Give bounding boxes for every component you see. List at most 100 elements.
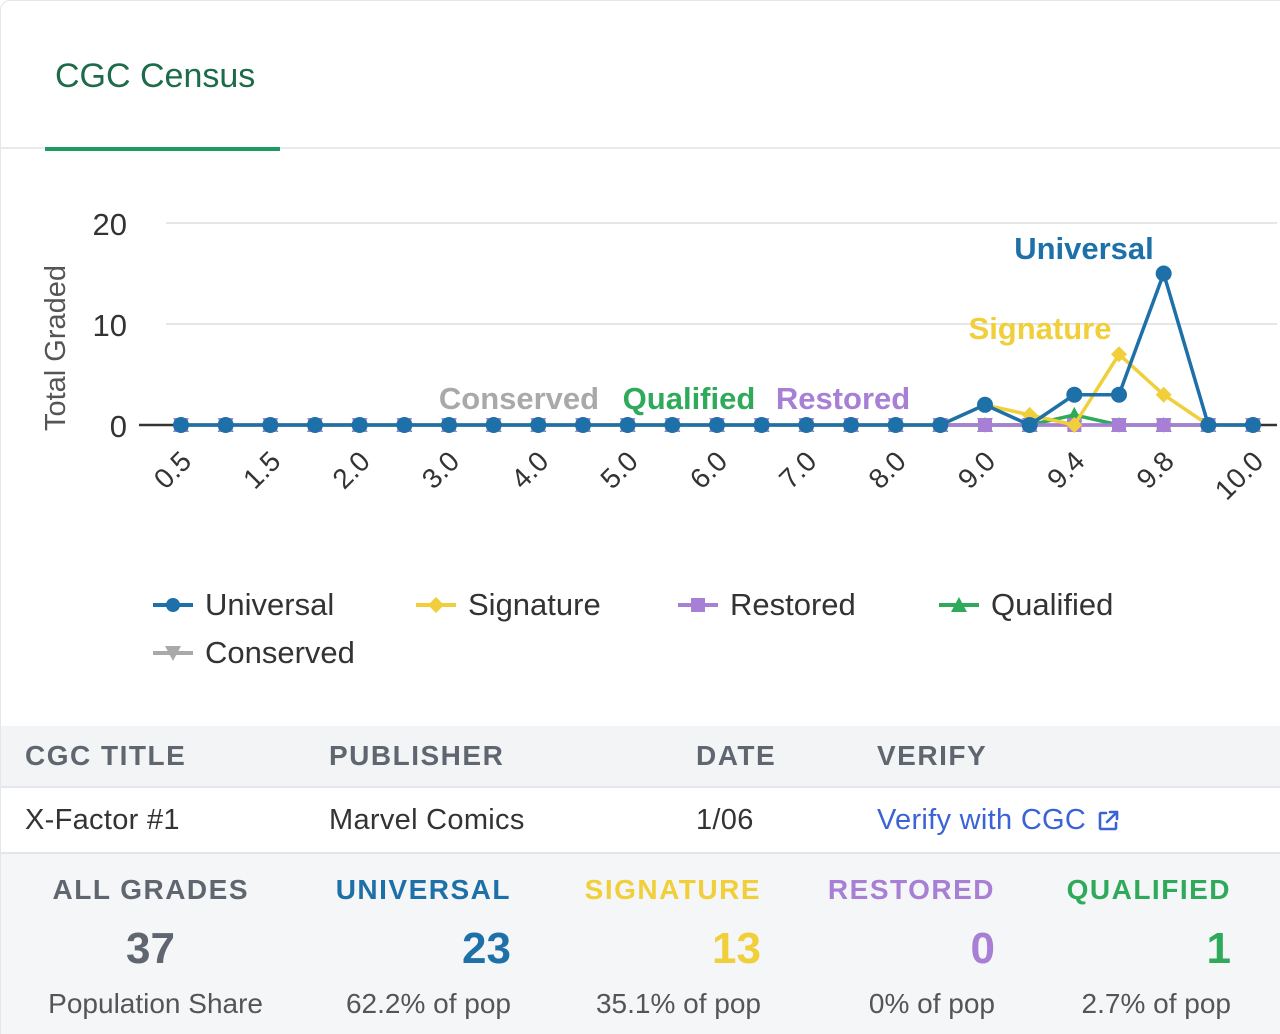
legend-item-qualified[interactable]: Qualified: [937, 585, 1113, 625]
external-link-icon: [1098, 810, 1119, 830]
data-point-universal: [753, 417, 770, 433]
legend-item-signature[interactable]: Signature: [414, 585, 601, 625]
x-tick-label: 10.0: [1209, 445, 1269, 505]
diamond-marker-icon: [416, 597, 456, 613]
header-cgc-title: CGC TITLE: [25, 740, 187, 771]
data-point-universal: [1021, 417, 1038, 433]
annotation-universal: Universal: [1014, 231, 1154, 266]
stat-subtext: Population Share: [48, 988, 263, 1019]
annotation-qualified: Qualified: [623, 381, 756, 416]
stat-title: SIGNATURE: [584, 874, 761, 905]
table-row: X-Factor #1 Marvel Comics 1/06 Verify wi…: [1, 788, 1280, 854]
data-point-signature: [1155, 386, 1172, 403]
legend-label: Qualified: [991, 587, 1114, 622]
header-publisher: PUBLISHER: [329, 740, 505, 771]
cell-title: X-Factor #1: [25, 804, 180, 836]
data-point-restored: [1112, 418, 1126, 432]
data-point-universal: [1066, 386, 1083, 403]
data-point-signature: [1111, 346, 1127, 363]
data-point-universal: [798, 417, 815, 433]
census-chart: 0 10 20 Total Graded 0.5 1.5 2.0 3.0 4.0 5.0 6.0 7.…: [1, 151, 1280, 591]
stat-all-grades: ALL GRADES 37 Population Share: [1, 854, 263, 1034]
annotation-restored: Restored: [776, 381, 910, 416]
x-tick-label: 2.0: [326, 445, 375, 494]
grade-stats: ALL GRADES 37 Population Share UNIVERSAL…: [1, 854, 1280, 1034]
data-point-universal: [396, 417, 413, 433]
data-point-universal: [262, 417, 279, 433]
data-point-universal: [977, 396, 993, 413]
data-point-universal: [173, 417, 189, 433]
x-tick-label: 5.0: [594, 445, 643, 494]
stat-subtext: 35.1% of pop: [595, 988, 761, 1019]
table-header-row: CGC TITLE PUBLISHER DATE VERIFY: [1, 726, 1280, 788]
cell-date: 1/06: [696, 804, 754, 836]
header-date: DATE: [696, 740, 777, 771]
data-point-universal: [575, 417, 591, 433]
stat-value: 37: [126, 924, 175, 973]
y-tick-label: 20: [93, 207, 127, 242]
stat-universal: UNIVERSAL 23 62.2% of pop: [263, 854, 513, 1034]
chart-legend: Universal Signature Restored Qualified C…: [151, 579, 1251, 689]
x-tick-label: 0.5: [148, 445, 197, 494]
data-point-universal: [932, 417, 949, 433]
data-point-universal: [351, 417, 368, 433]
tab-cgc-census[interactable]: CGC Census: [45, 1, 280, 151]
data-point-universal: [485, 417, 502, 433]
triangle-marker-icon: [939, 597, 979, 612]
legend-label: Conserved: [205, 635, 355, 670]
legend-label: Signature: [468, 587, 601, 622]
data-point-universal: [441, 417, 457, 433]
triangle-down-marker-icon: [153, 646, 193, 661]
stat-value: 23: [462, 924, 511, 973]
data-point-universal: [1245, 417, 1261, 433]
stat-title: QUALIFIED: [1066, 874, 1231, 905]
x-tick-label: 9.0: [952, 445, 1001, 494]
data-point-universal: [530, 417, 547, 433]
data-point-restored: [1156, 418, 1171, 432]
line-chart: 0 10 20 Total Graded 0.5 1.5 2.0 3.0 4.0 5.0 6.0 7.…: [40, 207, 1277, 506]
cell-publisher: Marvel Comics: [329, 804, 525, 836]
data-point-universal: [1155, 265, 1172, 282]
legend-item-universal[interactable]: Universal: [151, 585, 334, 625]
annotation-signature: Signature: [969, 311, 1112, 346]
x-tick-label: 8.0: [862, 445, 911, 494]
x-tick-label: 4.0: [505, 445, 554, 494]
tab-label: CGC Census: [55, 57, 256, 95]
data-point-restored: [978, 418, 992, 432]
stat-title: ALL GRADES: [52, 874, 249, 905]
stat-subtext: 62.2% of pop: [345, 988, 511, 1019]
data-point-universal: [843, 417, 859, 433]
legend-item-conserved[interactable]: Conserved: [151, 633, 355, 673]
y-tick-label: 0: [110, 409, 127, 444]
data-point-universal: [887, 417, 904, 433]
stat-value: 13: [712, 924, 761, 973]
verify-with-cgc-link[interactable]: Verify with CGC: [877, 804, 1120, 837]
x-tick-label: 1.5: [237, 445, 286, 494]
verify-link-label: Verify with CGC: [877, 804, 1087, 836]
data-point-signature: [1066, 417, 1083, 433]
stat-restored: RESTORED 0 0% of pop: [763, 854, 997, 1034]
y-tick-label: 10: [93, 308, 127, 343]
data-point-universal: [1200, 417, 1217, 433]
stat-subtext: 0% of pop: [868, 988, 995, 1019]
legend-item-restored[interactable]: Restored: [676, 585, 856, 625]
data-point-universal: [217, 417, 234, 433]
stat-qualified: QUALIFIED 1 2.7% of pop: [997, 854, 1233, 1034]
stat-value: 0: [970, 924, 995, 973]
square-marker-icon: [678, 598, 718, 612]
tab-bar: CGC Census: [1, 1, 1280, 151]
legend-label: Universal: [205, 587, 335, 622]
annotation-conserved: Conserved: [439, 381, 599, 416]
x-tick-label: 3.0: [416, 445, 465, 494]
y-axis-title: Total Graded: [40, 265, 72, 431]
stat-subtext: 2.7% of pop: [1081, 988, 1231, 1019]
data-point-universal: [307, 417, 323, 433]
data-point-universal: [709, 417, 725, 433]
stat-title: RESTORED: [827, 874, 995, 905]
data-point-universal: [619, 417, 636, 433]
data-point-universal: [1111, 386, 1127, 403]
x-tick-label: 9.8: [1130, 445, 1179, 494]
stat-title: UNIVERSAL: [335, 874, 511, 905]
circle-marker-icon: [153, 598, 193, 612]
x-tick-label: 7.0: [773, 445, 822, 494]
